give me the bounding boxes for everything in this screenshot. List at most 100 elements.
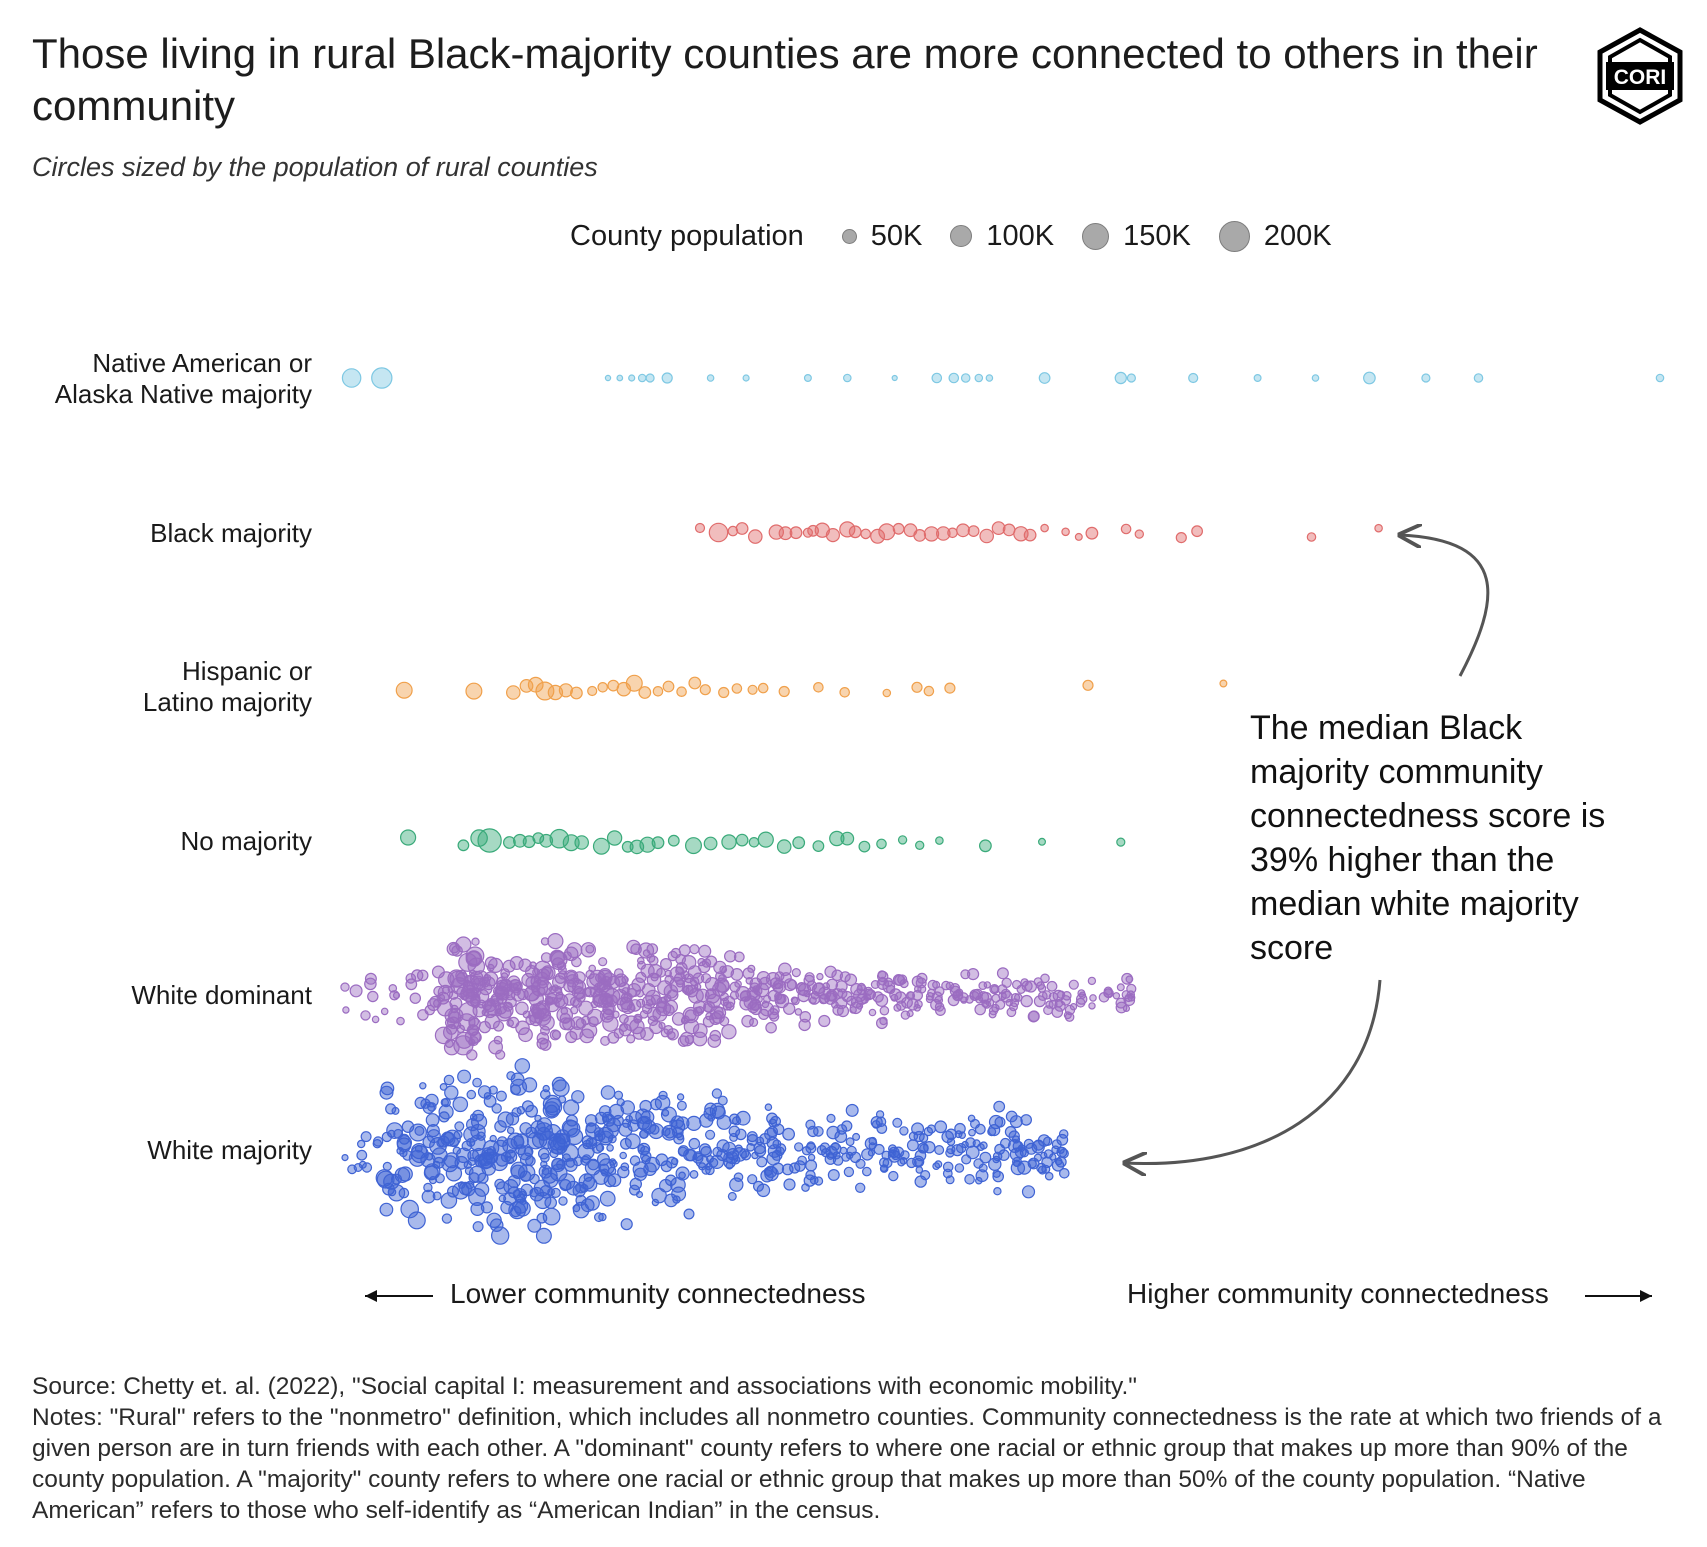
point-whitedominant: [721, 1023, 737, 1040]
point-whitemajority: [689, 1169, 699, 1179]
point-whitemajority: [434, 1173, 445, 1184]
point-whitemajority: [1037, 1134, 1051, 1147]
legend-item-100k: 100K: [950, 220, 1054, 253]
point-whitemajority: [845, 1103, 859, 1117]
point-whitemajority: [965, 1145, 980, 1160]
point-black: [1040, 523, 1049, 533]
row-label-line: Hispanic or: [181, 656, 312, 686]
point-whitedominant: [1069, 1003, 1078, 1011]
point-whitedominant: [364, 972, 377, 985]
point-whitemajority: [846, 1151, 854, 1160]
point-whitedominant: [912, 989, 923, 1001]
point-black: [1023, 528, 1037, 542]
point-whitedominant: [626, 939, 641, 955]
point-black: [892, 522, 905, 535]
point-whitedominant: [471, 937, 480, 946]
point-whitedominant: [547, 932, 564, 950]
point-whitedominant: [603, 981, 612, 990]
point-nomajority: [513, 833, 527, 848]
point-black: [1085, 526, 1099, 540]
point-nomajority: [503, 836, 516, 849]
point-hispanic: [676, 686, 687, 697]
point-black: [694, 522, 706, 534]
median-annotation: The median Black majority community conn…: [1250, 709, 1606, 967]
point-whitedominant: [733, 951, 745, 963]
point-whitedominant: [748, 1017, 759, 1028]
point-whitemajority: [992, 1155, 1001, 1164]
point-whitedominant: [602, 1002, 616, 1016]
point-native: [1038, 372, 1051, 384]
point-whitedominant: [996, 967, 1009, 980]
point-whitemajority: [747, 1174, 758, 1185]
point-whitemajority: [900, 1150, 910, 1160]
point-nomajority: [897, 835, 908, 845]
point-whitemajority: [536, 1117, 553, 1133]
point-whitedominant: [635, 989, 645, 998]
point-whitedominant: [666, 1028, 679, 1041]
point-whitemajority: [704, 1129, 716, 1140]
point-whitemajority: [1041, 1156, 1053, 1169]
point-whitedominant: [549, 950, 566, 966]
point-whitemajority: [472, 1077, 483, 1088]
point-black: [979, 528, 994, 544]
row-label-black: Black majority: [150, 518, 312, 549]
point-whitemajority: [946, 1144, 956, 1155]
point-whitemajority: [794, 1160, 806, 1172]
point-whitedominant: [836, 1004, 850, 1018]
point-whitemajority: [826, 1113, 836, 1124]
point-whitedominant: [458, 1002, 478, 1022]
point-whitedominant: [484, 999, 502, 1017]
point-nomajority: [748, 836, 760, 848]
point-whitemajority: [1055, 1156, 1067, 1168]
point-hispanic: [923, 685, 935, 697]
point-whitedominant: [571, 956, 582, 968]
point-whitemajority: [968, 1128, 976, 1137]
point-whitemajority: [494, 1120, 507, 1133]
point-whitedominant: [466, 1049, 478, 1061]
point-whitemajority: [805, 1142, 817, 1154]
point-whitedominant: [442, 986, 451, 995]
point-whitemajority: [897, 1158, 906, 1167]
point-whitemajority: [873, 1143, 885, 1155]
point-whitedominant: [360, 1010, 371, 1021]
point-whitedominant: [465, 950, 483, 967]
point-whitemajority: [649, 1124, 660, 1135]
point-nomajority: [1116, 837, 1126, 847]
point-whitemajority: [510, 1161, 528, 1180]
point-whitemajority: [439, 1082, 448, 1091]
point-native: [1311, 374, 1320, 382]
point-native: [1362, 371, 1376, 385]
point-whitemajority: [992, 1170, 1004, 1183]
point-whitedominant: [499, 978, 513, 993]
point-native: [661, 372, 673, 384]
point-whitemajority: [447, 1185, 460, 1198]
point-whitemajority: [707, 1113, 716, 1122]
point-whitedominant: [427, 998, 441, 1012]
point-whitedominant: [754, 995, 763, 1004]
size-legend: County population 50K 100K 150K 200K: [570, 214, 1360, 258]
point-whitemajority: [527, 1218, 542, 1233]
point-whitemajority: [692, 1152, 704, 1164]
point-hispanic: [688, 676, 702, 690]
point-whitemajority: [827, 1168, 840, 1181]
point-whitedominant: [556, 961, 567, 971]
point-whitedominant: [927, 979, 938, 991]
legend-item-200k: 200K: [1218, 220, 1332, 253]
point-whitedominant: [1126, 990, 1136, 999]
point-whitemajority: [572, 1204, 581, 1213]
point-whitedominant: [983, 981, 992, 989]
point-whitemajority: [1000, 1137, 1011, 1149]
point-whitemajority: [651, 1187, 667, 1204]
point-whitemajority: [781, 1163, 794, 1176]
point-whitemajority: [993, 1100, 1006, 1113]
point-nomajority: [592, 837, 610, 855]
point-whitedominant: [621, 1000, 635, 1015]
point-whitemajority: [400, 1199, 419, 1219]
point-whitedominant: [405, 978, 418, 991]
row-label-line: Latino majority: [142, 687, 312, 717]
point-whitemajority: [988, 1157, 1002, 1171]
point-whitedominant: [879, 1005, 890, 1016]
point-black: [1120, 523, 1132, 535]
point-whitedominant: [879, 1016, 888, 1026]
